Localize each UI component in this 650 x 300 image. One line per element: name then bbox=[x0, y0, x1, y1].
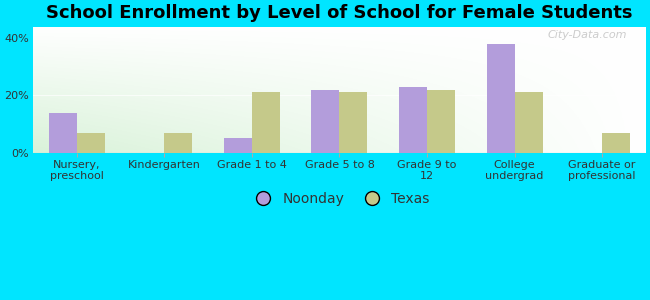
Bar bbox=[224, 138, 252, 153]
Bar bbox=[602, 133, 630, 153]
Bar bbox=[252, 92, 280, 153]
Bar bbox=[49, 112, 77, 153]
Bar bbox=[399, 87, 427, 153]
Bar bbox=[164, 133, 192, 153]
Bar bbox=[515, 92, 543, 153]
Bar bbox=[339, 92, 367, 153]
Legend: Noonday, Texas: Noonday, Texas bbox=[244, 186, 436, 211]
Bar bbox=[486, 44, 515, 153]
Bar bbox=[427, 90, 455, 153]
Title: School Enrollment by Level of School for Female Students: School Enrollment by Level of School for… bbox=[46, 4, 632, 22]
Text: City-Data.com: City-Data.com bbox=[548, 30, 627, 40]
Bar bbox=[311, 90, 339, 153]
Bar bbox=[77, 133, 105, 153]
